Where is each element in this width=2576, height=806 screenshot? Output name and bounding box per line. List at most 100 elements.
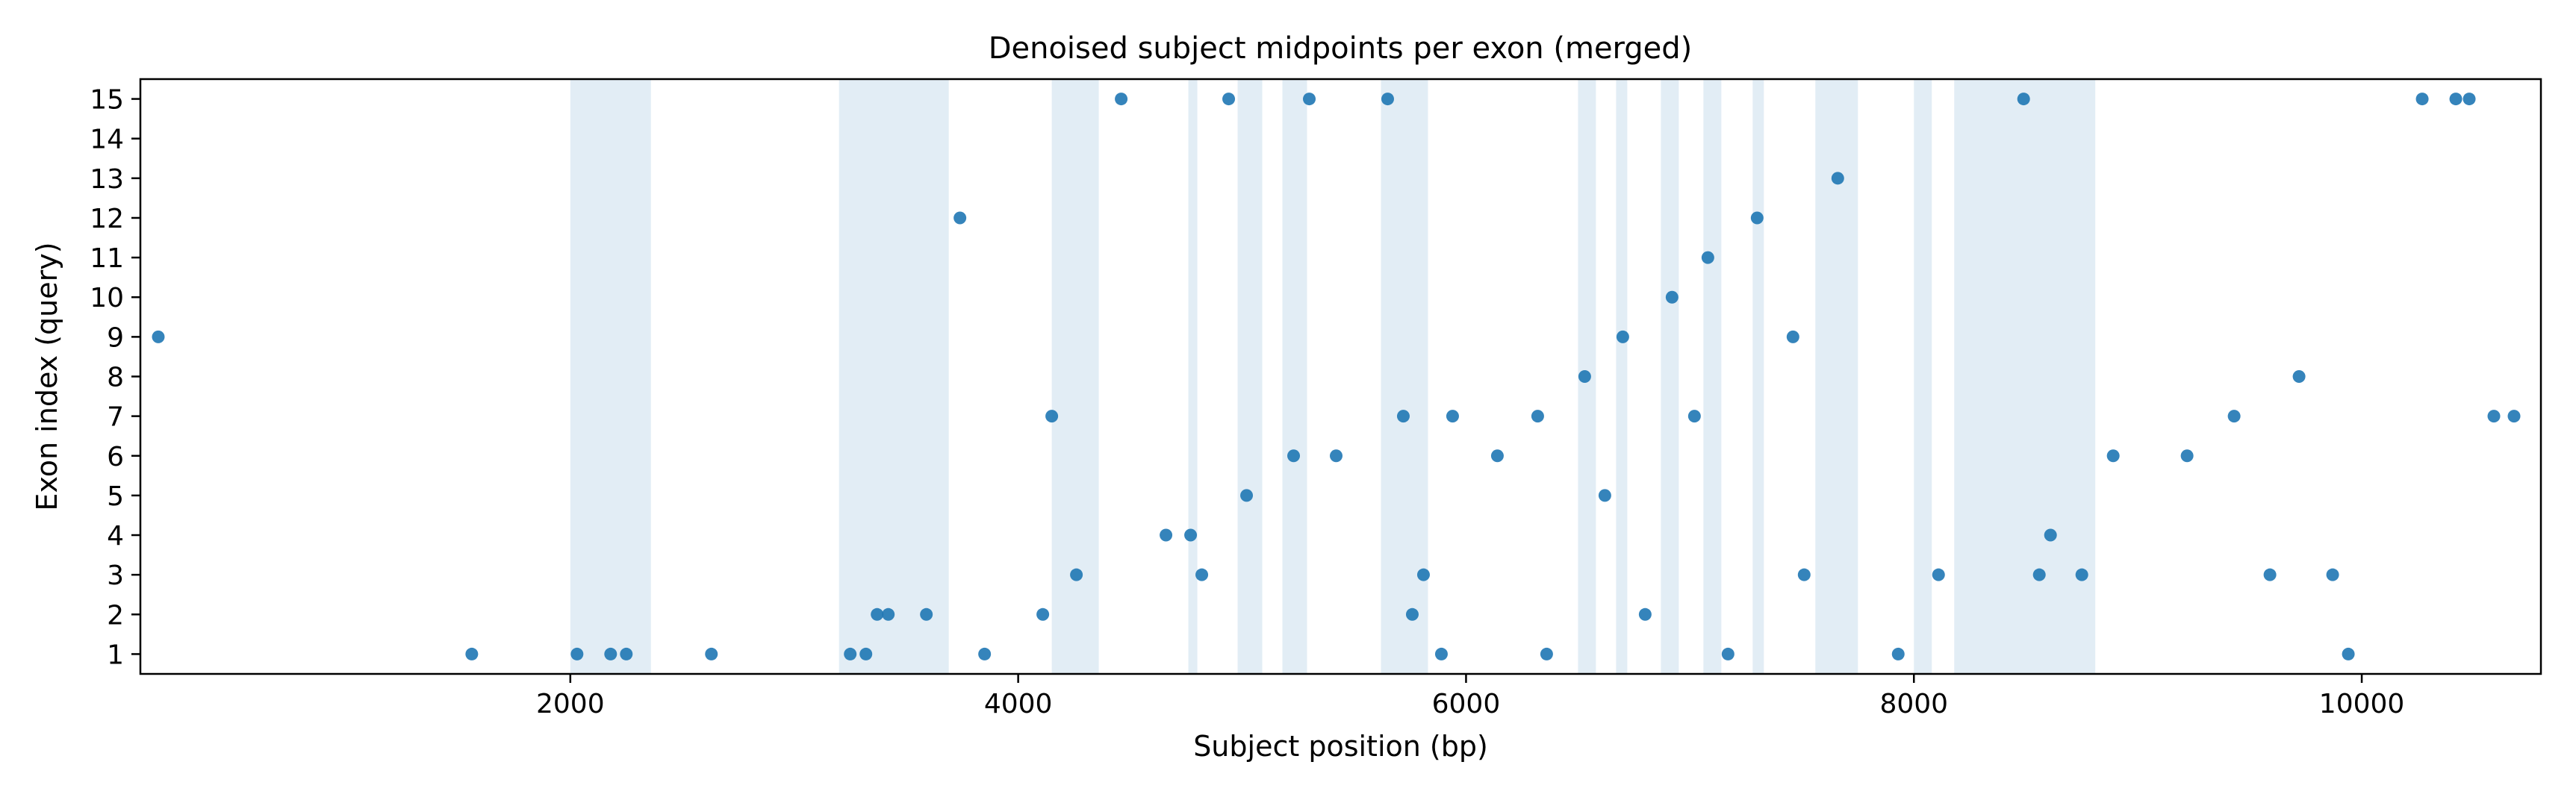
data-point-35	[1578, 370, 1591, 383]
data-point-43	[1750, 211, 1764, 225]
data-point-5	[620, 647, 633, 660]
highlight-band-13	[1815, 79, 1858, 674]
highlight-band-11	[1703, 79, 1722, 674]
x-axis-ticks: 2000 4000 6000 8000 10000	[536, 674, 2404, 719]
data-point-52	[2075, 568, 2088, 581]
y-tick-label: 11	[90, 243, 124, 274]
data-point-53	[2106, 449, 2120, 463]
x-tick-label: 8000	[1879, 689, 1948, 719]
data-point-32	[1490, 449, 1504, 463]
data-point-27	[1396, 410, 1410, 423]
data-point-4	[604, 647, 617, 660]
data-point-58	[2326, 568, 2339, 581]
data-point-9	[871, 607, 884, 621]
data-point-56	[2263, 568, 2277, 581]
data-point-64	[2507, 410, 2521, 423]
y-tick-label: 3	[107, 560, 124, 591]
data-point-38	[1638, 607, 1652, 621]
y-tick-label: 7	[107, 402, 124, 433]
data-point-45	[1797, 568, 1811, 581]
highlight-band-2	[839, 79, 949, 674]
data-point-54	[2180, 449, 2194, 463]
highlight-bands	[570, 79, 2096, 674]
data-point-60	[2415, 93, 2429, 106]
y-axis-label: Exon index (query)	[31, 242, 63, 510]
y-tick-label: 12	[90, 204, 124, 234]
x-tick-label: 10000	[2319, 689, 2405, 719]
data-point-41	[1701, 251, 1714, 264]
data-point-25	[1330, 449, 1343, 463]
x-tick-label: 4000	[984, 689, 1053, 719]
data-point-15	[1045, 410, 1059, 423]
highlight-band-1	[570, 79, 651, 674]
data-point-22	[1240, 489, 1254, 502]
data-point-61	[2449, 93, 2463, 106]
data-point-24	[1303, 93, 1316, 106]
x-axis-label: Subject position (bp)	[1193, 730, 1488, 763]
data-point-18	[1160, 528, 1173, 542]
data-point-7	[844, 647, 857, 660]
x-tick-label: 6000	[1432, 689, 1501, 719]
chart-title: Denoised subject midpoints per exon (mer…	[989, 31, 1693, 66]
highlight-band-9	[1616, 79, 1628, 674]
data-point-57	[2292, 370, 2306, 383]
data-point-55	[2227, 410, 2241, 423]
data-point-26	[1381, 93, 1394, 106]
data-point-59	[2342, 647, 2355, 660]
data-point-8	[859, 647, 873, 660]
data-point-34	[1540, 647, 1553, 660]
data-point-3	[570, 647, 584, 660]
y-tick-label: 2	[107, 600, 124, 631]
data-point-29	[1416, 568, 1430, 581]
data-point-40	[1687, 410, 1701, 423]
y-tick-label: 1	[107, 640, 124, 670]
data-point-13	[978, 647, 992, 660]
data-point-2	[465, 647, 479, 660]
data-point-36	[1598, 489, 1611, 502]
highlight-band-3	[1051, 79, 1099, 674]
data-point-42	[1721, 647, 1735, 660]
y-tick-label: 9	[107, 322, 124, 353]
data-point-17	[1115, 93, 1128, 106]
data-point-47	[1891, 647, 1905, 660]
highlight-band-10	[1661, 79, 1679, 674]
data-point-30	[1434, 647, 1448, 660]
data-point-19	[1184, 528, 1198, 542]
data-point-33	[1531, 410, 1544, 423]
data-point-1	[152, 330, 165, 343]
data-point-31	[1446, 410, 1459, 423]
y-tick-label: 6	[107, 442, 124, 472]
data-point-12	[953, 211, 967, 225]
data-point-28	[1405, 607, 1419, 621]
data-point-23	[1287, 449, 1301, 463]
data-points	[152, 93, 2521, 660]
y-tick-label: 14	[90, 125, 124, 155]
highlight-band-5	[1237, 79, 1263, 674]
data-point-48	[1932, 568, 1945, 581]
data-point-46	[1831, 172, 1844, 185]
data-point-62	[2463, 93, 2476, 106]
highlight-band-4	[1188, 79, 1198, 674]
x-tick-label: 2000	[536, 689, 605, 719]
y-tick-label: 10	[90, 283, 124, 313]
data-point-39	[1665, 290, 1679, 304]
highlight-band-15	[1954, 79, 2096, 674]
data-point-10	[882, 607, 895, 621]
data-point-50	[2032, 568, 2046, 581]
data-point-37	[1616, 330, 1629, 343]
highlight-band-7	[1381, 79, 1428, 674]
highlight-band-14	[1914, 79, 1932, 674]
data-point-51	[2044, 528, 2057, 542]
y-tick-label: 15	[90, 85, 124, 116]
data-point-14	[1036, 607, 1050, 621]
data-point-63	[2487, 410, 2501, 423]
data-point-16	[1070, 568, 1083, 581]
data-point-20	[1195, 568, 1209, 581]
y-tick-label: 4	[107, 521, 124, 552]
data-point-49	[2017, 93, 2030, 106]
y-tick-label: 8	[107, 363, 124, 393]
data-point-21	[1222, 93, 1236, 106]
y-tick-label: 5	[107, 481, 124, 512]
